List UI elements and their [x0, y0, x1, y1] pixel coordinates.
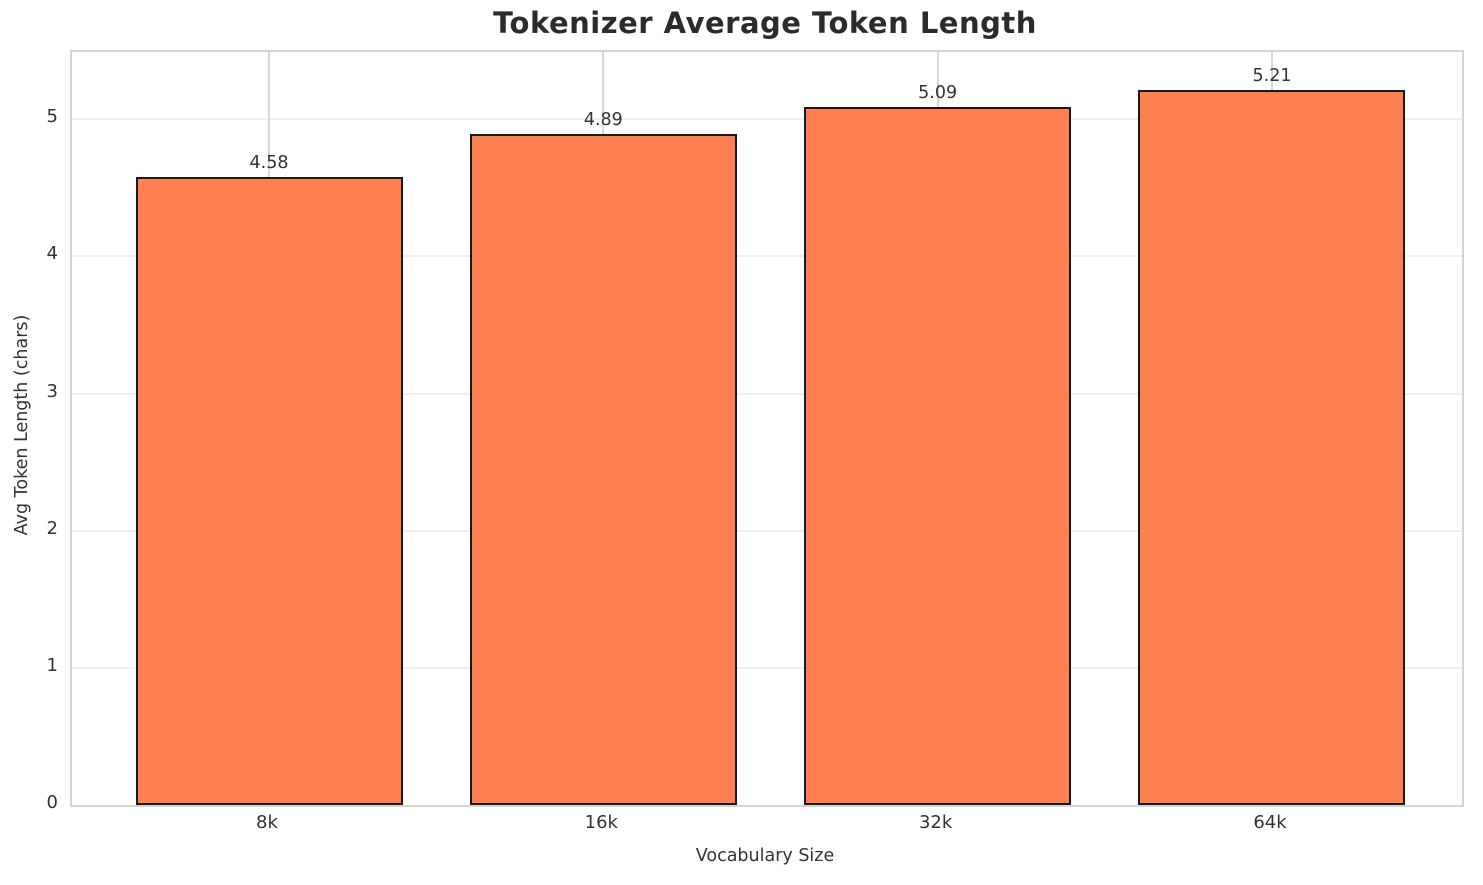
- horizontal-gridline: [72, 118, 1462, 121]
- bar-16k: [469, 134, 737, 805]
- x-tick-label-32k: 32k: [918, 812, 953, 833]
- bar-value-label: 5.21: [1252, 66, 1292, 87]
- x-axis-label: Vocabulary Size: [695, 846, 835, 866]
- bar-32k: [804, 106, 1072, 805]
- bar-8k: [135, 176, 403, 805]
- bar-value-label: 4.89: [583, 110, 623, 131]
- y-axis-label: Avg Token Length (chars): [12, 314, 32, 536]
- y-tick-label: 3: [46, 380, 58, 402]
- chart-title: Tokenizer Average Token Length: [493, 6, 1037, 40]
- horizontal-gridline: [72, 392, 1462, 395]
- y-tick-label: 0: [46, 792, 58, 813]
- y-tick-label: 5: [46, 106, 58, 128]
- bar-value-label: 5.09: [918, 82, 958, 103]
- bar-64k: [1138, 90, 1406, 805]
- bar-value-label: 4.58: [249, 152, 289, 173]
- horizontal-gridline: [72, 255, 1462, 258]
- horizontal-gridline: [72, 529, 1462, 532]
- x-tick-label-64k: 64k: [1253, 812, 1287, 833]
- y-tick-label: 4: [46, 243, 58, 265]
- y-tick-label: 2: [46, 517, 58, 539]
- x-tick-label-16k: 16k: [584, 812, 618, 833]
- x-tick-label-8k: 8k: [256, 812, 278, 833]
- horizontal-gridline: [72, 666, 1462, 669]
- plot-area: 4.58 4.89 5.09 5.21: [70, 50, 1464, 807]
- y-tick-label: 1: [46, 654, 58, 676]
